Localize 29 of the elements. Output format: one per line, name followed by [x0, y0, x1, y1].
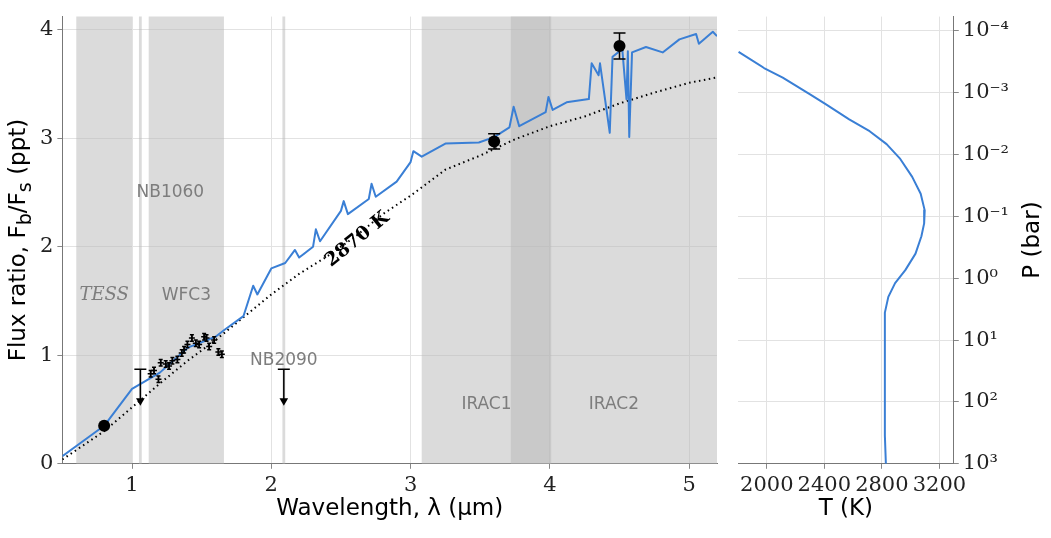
x-tick-label: 2400 [797, 471, 852, 496]
y-tick-label: 10⁰ [962, 264, 998, 289]
x-tick-label: 3 [403, 471, 418, 496]
y-tick-label: 4 [39, 16, 54, 41]
x-tick-label: 2800 [855, 471, 909, 496]
y-tick-label: 10¹ [962, 326, 998, 351]
y-tick-label: 10⁻⁴ [962, 17, 1010, 42]
band-label: WFC3 [161, 283, 211, 304]
band-label: TESS [79, 283, 129, 305]
y-tick-label: 10² [962, 388, 998, 413]
band-label: IRAC1 [461, 392, 512, 413]
x-tick-label: 4 [543, 471, 557, 496]
x-tick-label: 1 [125, 471, 139, 496]
x-axis-title: T (K) [818, 493, 874, 520]
y-tick-label: 1 [39, 341, 54, 366]
x-tick-label: 5 [682, 471, 696, 496]
y-tick-label: 10⁻³ [962, 79, 1010, 104]
x-tick-label: 2 [264, 471, 278, 496]
x-axis-title: Wavelength, λ (μm) [276, 493, 504, 520]
y-axis-title: P (bar) [1018, 201, 1044, 279]
x-tick-label: 2000 [740, 471, 794, 496]
y-tick-label: 10⁻² [962, 140, 1010, 165]
y-tick-label: 10⁻¹ [962, 202, 1010, 227]
y-tick-label: 2 [39, 233, 54, 258]
y-tick-label: 3 [39, 124, 54, 149]
band-label: NB1060 [136, 180, 205, 201]
band-label: IRAC2 [588, 392, 640, 413]
y-tick-label: 0 [39, 450, 54, 475]
band-label: NB2090 [250, 349, 318, 370]
